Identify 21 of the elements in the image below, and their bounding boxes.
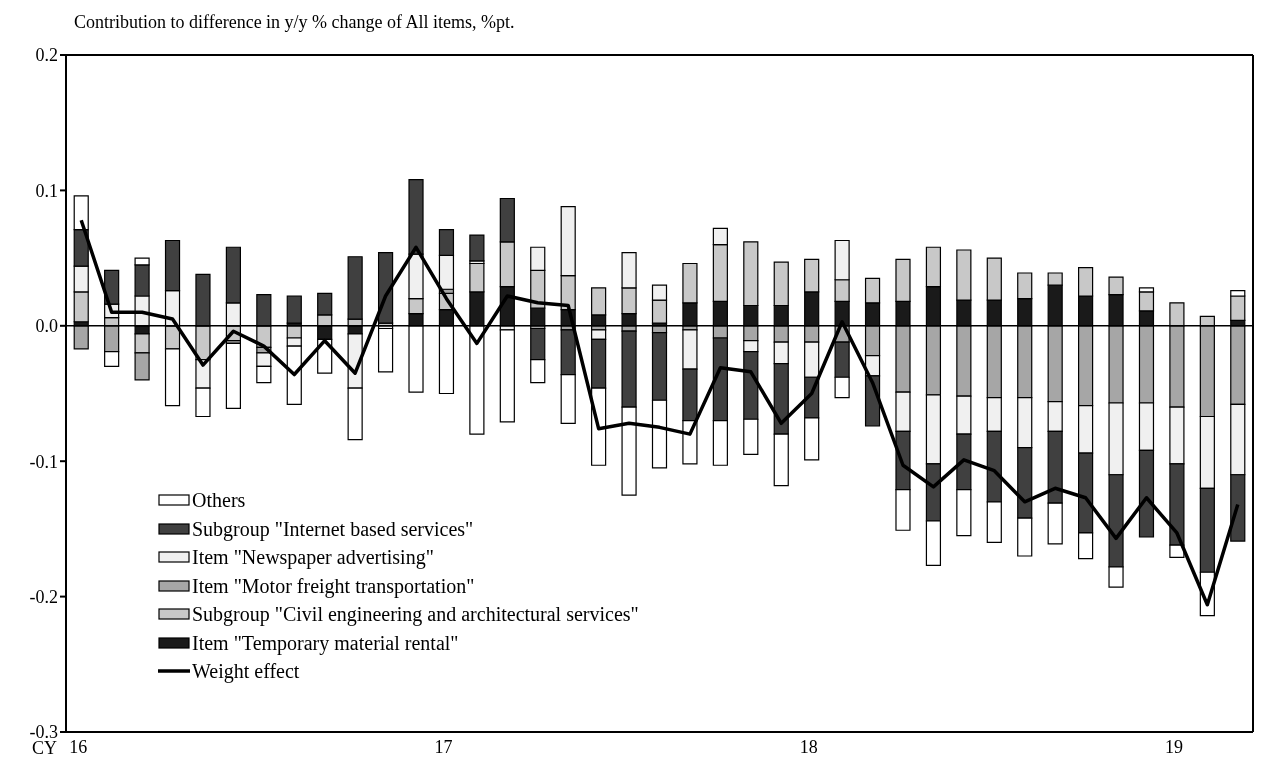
x-tick-label: 16	[69, 736, 88, 757]
bar	[225, 342, 241, 409]
legend-label: Subgroup "Civil engineering and architectural services"	[192, 602, 639, 628]
bar	[469, 234, 485, 262]
legend-label: Item "Temporary material rental"	[192, 630, 459, 657]
y-tick-label: -0.1	[29, 451, 58, 472]
y-tick-label: -0.2	[29, 586, 58, 607]
y-tick-label: 0.0	[35, 316, 58, 337]
y-tick-label: 0.2	[35, 45, 58, 66]
bar	[499, 329, 515, 423]
legend-label: Subgroup "Internet based services"	[192, 516, 474, 543]
x-tick-label: 18	[799, 736, 818, 757]
y-tick-label: 0.1	[35, 180, 58, 201]
x-axis-title: CY	[32, 738, 58, 759]
legend-label: Weight effect	[192, 659, 300, 685]
legend-label: Item "Motor freight transportation"	[192, 573, 475, 600]
chart-title: Contribution to difference in y/y % change of All items, %pt.	[74, 12, 515, 33]
legend-label: Item "Newspaper advertising"	[192, 545, 434, 571]
x-tick-label: 17	[434, 736, 453, 757]
x-tick-label: 19	[1164, 736, 1183, 757]
legend-label: Others	[192, 488, 246, 513]
